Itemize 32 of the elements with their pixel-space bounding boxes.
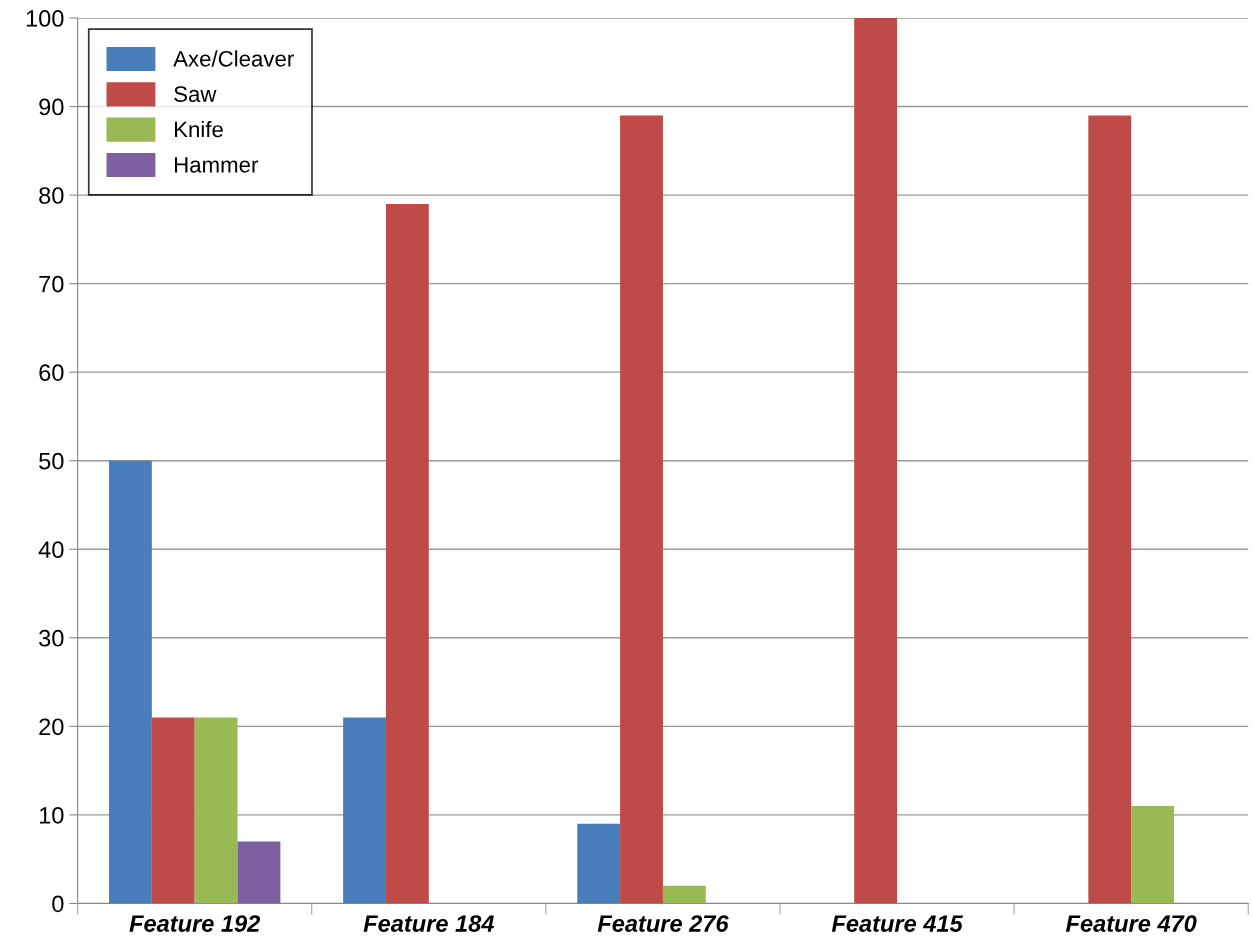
bar [343, 717, 386, 904]
bar [1088, 115, 1132, 904]
bar [385, 203, 429, 904]
bar [109, 460, 152, 904]
y-tick-label: 20 [39, 718, 64, 736]
x-tick-label: Feature 276 [597, 915, 729, 932]
y-tick-label: 80 [39, 187, 64, 204]
bar [620, 115, 663, 904]
y-tick-label: 100 [26, 10, 64, 27]
y-tick-label: 10 [39, 806, 64, 824]
y-tick-label: 40 [38, 541, 64, 559]
y-tick-label: 60 [39, 364, 64, 381]
bar [151, 717, 195, 904]
legend-label: Hammer [175, 157, 258, 173]
y-tick-label: 30 [39, 629, 64, 647]
x-tick-label: Feature 192 [129, 915, 261, 932]
x-tick-label: Feature 415 [831, 915, 963, 932]
x-tick-label: Feature 470 [1065, 915, 1197, 932]
bar [194, 717, 238, 904]
legend-label: Saw [174, 86, 217, 102]
bar [577, 823, 621, 904]
x-tick-label: Feature 184 [363, 915, 495, 932]
y-tick-label: 90 [39, 98, 64, 116]
y-tick-label: 0 [52, 895, 64, 913]
y-tick-label: 70 [39, 275, 64, 293]
y-tick-label: 50 [39, 452, 64, 470]
bar [1131, 806, 1175, 904]
bar [237, 841, 281, 904]
bar [854, 17, 898, 904]
legend-label: Axe/Cleaver [173, 50, 294, 67]
bar [662, 885, 706, 904]
legend-label: Knife [175, 121, 223, 138]
